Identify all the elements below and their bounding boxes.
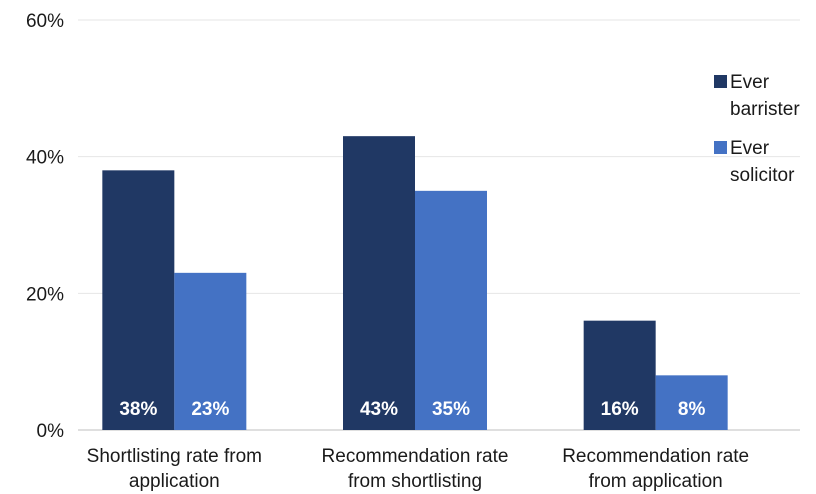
- legend-swatch: [714, 141, 727, 154]
- category-labels: Shortlisting rate from application Recomme…: [87, 446, 749, 492]
- legend-label: barrister: [730, 99, 800, 120]
- category-label: from shortlisting: [348, 471, 482, 492]
- data-label: 38%: [119, 399, 157, 420]
- y-tick-label: 0%: [37, 421, 65, 442]
- data-labels: 38% 23% 43% 35% 16% 8%: [119, 399, 705, 420]
- legend-label: solicitor: [730, 165, 795, 186]
- legend: Ever barrister Ever solicitor: [714, 72, 800, 186]
- data-label: 16%: [601, 399, 639, 420]
- y-tick-label: 60%: [26, 11, 64, 32]
- category-label: Recommendation rate: [562, 446, 749, 467]
- data-label: 23%: [191, 399, 229, 420]
- bar: [583, 320, 656, 430]
- category-label: from application: [589, 471, 723, 492]
- data-label: 8%: [678, 399, 706, 420]
- bar: [655, 375, 728, 430]
- y-tick-label: 40%: [26, 148, 64, 169]
- legend-label: Ever: [730, 138, 770, 159]
- y-tick-label: 20%: [26, 284, 64, 305]
- bar: [343, 136, 415, 430]
- legend-label: Ever: [730, 72, 770, 93]
- category-label: Recommendation rate: [322, 446, 509, 467]
- bar: [415, 190, 487, 430]
- data-label: 43%: [360, 399, 398, 420]
- bar: [174, 272, 247, 430]
- category-label: Shortlisting rate from: [87, 446, 262, 467]
- bars: [102, 136, 728, 431]
- legend-swatch: [714, 75, 727, 88]
- category-label: application: [129, 471, 220, 492]
- data-label: 35%: [432, 399, 470, 420]
- bar: [102, 170, 175, 431]
- y-axis-ticks: 0% 20% 40% 60%: [26, 11, 64, 442]
